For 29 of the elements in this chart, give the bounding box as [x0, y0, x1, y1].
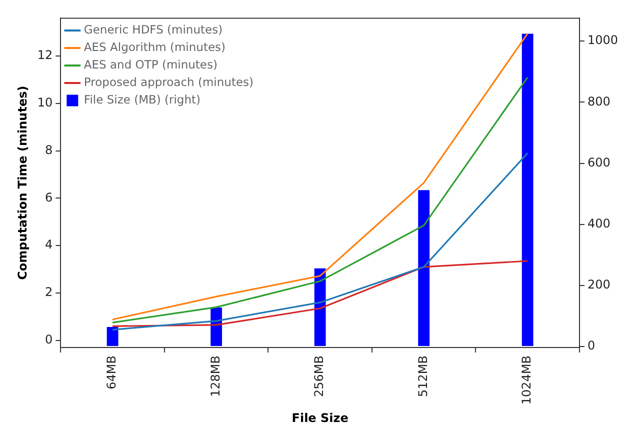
y2-tick-label: 400: [587, 216, 610, 231]
bar: [106, 327, 118, 346]
bar: [522, 34, 534, 346]
y-tick-label: 10: [37, 96, 53, 110]
x-tick-label: 128MB: [208, 355, 222, 397]
legend-label: File Size (MB) (right): [84, 92, 201, 107]
y2-tick-label: 0: [587, 338, 596, 353]
legend-label: AES and OTP (minutes): [84, 58, 218, 72]
y-tick-label: 6: [45, 190, 53, 204]
x-tick-label: 256MB: [312, 355, 326, 397]
y-tick-label: 4: [45, 238, 53, 252]
y2-tick-label: 600: [587, 155, 610, 170]
legend-label: Proposed approach (minutes): [84, 75, 254, 90]
y2-tick-label: 200: [587, 278, 610, 292]
bar: [418, 190, 430, 346]
x-tick-label: 1024MB: [520, 355, 534, 405]
bar: [314, 268, 326, 346]
x-axis-title: File Size: [292, 410, 348, 425]
legend-label: AES Algorithm (minutes): [84, 40, 226, 54]
y-tick-label: 12: [37, 48, 53, 62]
y2-tick-label: 800: [587, 94, 610, 108]
y-tick-label: 8: [45, 142, 53, 157]
x-tick-label: 64MB: [104, 355, 119, 390]
y-tick-label: 0: [45, 332, 53, 346]
y2-tick-label: 1000: [587, 33, 618, 48]
x-tick-label: 512MB: [416, 355, 430, 397]
y-axis-title: Computation Time (minutes): [15, 86, 30, 280]
legend-label: Generic HDFS (minutes): [84, 22, 223, 37]
y-tick-label: 2: [45, 285, 53, 300]
